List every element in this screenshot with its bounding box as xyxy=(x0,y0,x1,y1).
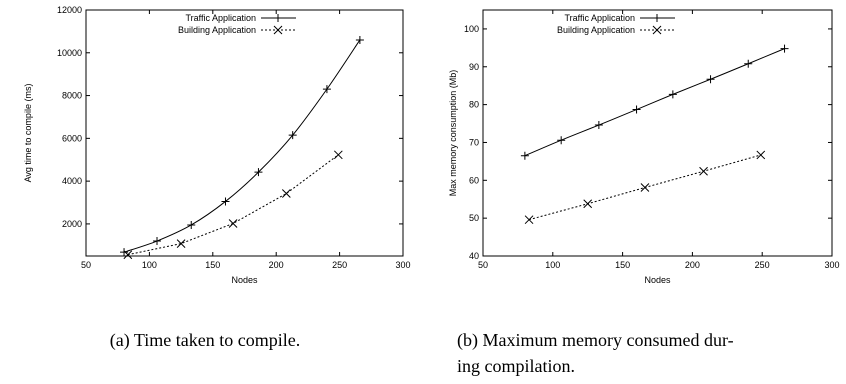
compile-time-caption: (a) Time taken to compile. xyxy=(110,330,300,351)
data-point xyxy=(187,220,196,229)
legend-marker xyxy=(652,25,662,35)
data-point xyxy=(594,121,603,130)
data-point xyxy=(744,59,753,68)
data-point xyxy=(288,131,297,140)
memory-chart: 50 100 150 200 250 300405060708090100NodesMax… xyxy=(448,9,840,376)
y-tick-label: 50 xyxy=(469,213,479,223)
data-point xyxy=(520,151,529,160)
y-tick-label: 4000 xyxy=(62,176,82,186)
compile-time-x-axis-label: Nodes xyxy=(231,275,258,285)
series-line xyxy=(127,154,339,256)
data-point xyxy=(706,75,715,84)
y-tick-label: 10000 xyxy=(57,48,82,58)
data-point xyxy=(583,199,593,209)
legend-label: Building Application xyxy=(178,25,256,35)
data-point xyxy=(632,105,641,114)
data-point xyxy=(524,215,534,225)
data-point xyxy=(120,248,129,257)
data-point xyxy=(254,168,263,177)
data-point xyxy=(557,136,566,145)
memory-series-building xyxy=(524,150,766,225)
memory-y-axis-label: Max memory consumption (Mb) xyxy=(448,70,458,197)
compile-time-plot-frame xyxy=(85,9,404,257)
data-point xyxy=(668,90,677,99)
y-tick-label: 2000 xyxy=(62,219,82,229)
y-tick-label: 40 xyxy=(469,251,479,261)
compile-time-series-traffic xyxy=(120,35,364,257)
x-tick-label: 50 xyxy=(478,260,488,270)
memory-x-axis-label: Nodes xyxy=(644,275,671,285)
y-tick-label: 80 xyxy=(469,100,479,110)
data-point xyxy=(123,250,133,260)
data-point xyxy=(221,197,230,206)
data-point xyxy=(176,239,186,248)
y-tick-label: 6000 xyxy=(62,133,82,143)
y-tick-label: 90 xyxy=(469,62,479,72)
y-tick-label: 100 xyxy=(464,24,479,34)
x-tick-label: 200 xyxy=(269,260,284,270)
legend-label: Traffic Application xyxy=(564,13,635,23)
data-point xyxy=(228,219,238,228)
legend-label: Traffic Application xyxy=(185,13,256,23)
x-tick-label: 50 xyxy=(81,260,91,270)
series-line xyxy=(123,39,361,253)
x-tick-label: 300 xyxy=(395,260,410,270)
memory-plot-frame xyxy=(482,9,833,257)
compile-time-y-axis-label: Avg time to compile (ms) xyxy=(23,84,33,183)
compile-time-series-building xyxy=(123,150,343,260)
series-line xyxy=(524,48,785,157)
data-point xyxy=(153,237,162,246)
data-point xyxy=(699,166,708,176)
x-tick-label: 200 xyxy=(685,260,700,270)
legend-marker xyxy=(274,14,282,22)
data-point xyxy=(355,35,364,44)
x-tick-label: 100 xyxy=(142,260,157,270)
x-tick-label: 150 xyxy=(205,260,220,270)
data-point xyxy=(333,150,343,160)
x-tick-label: 250 xyxy=(332,260,347,270)
x-tick-label: 100 xyxy=(545,260,560,270)
compile-time-chart: 50 100 150 200 250 300 2000 4000 6000 8000 10000 12… xyxy=(23,5,411,351)
data-point xyxy=(322,85,331,94)
y-tick-label: 60 xyxy=(469,175,479,185)
y-tick-label: 12000 xyxy=(57,5,82,15)
legend-marker xyxy=(653,14,661,22)
legend-marker xyxy=(273,25,283,35)
data-point xyxy=(756,150,766,160)
memory-series-traffic xyxy=(520,44,789,160)
x-tick-label: 250 xyxy=(755,260,770,270)
x-tick-label: 300 xyxy=(824,260,839,270)
memory-caption: (b) Maximum memory consumed dur- xyxy=(457,330,734,351)
y-tick-label: 70 xyxy=(469,137,479,147)
data-point xyxy=(281,189,291,198)
data-point xyxy=(640,183,650,192)
memory-caption: ing compilation. xyxy=(457,356,575,376)
legend-label: Building Application xyxy=(557,25,635,35)
x-tick-label: 150 xyxy=(615,260,630,270)
y-tick-label: 8000 xyxy=(62,91,82,101)
data-point xyxy=(780,44,789,53)
